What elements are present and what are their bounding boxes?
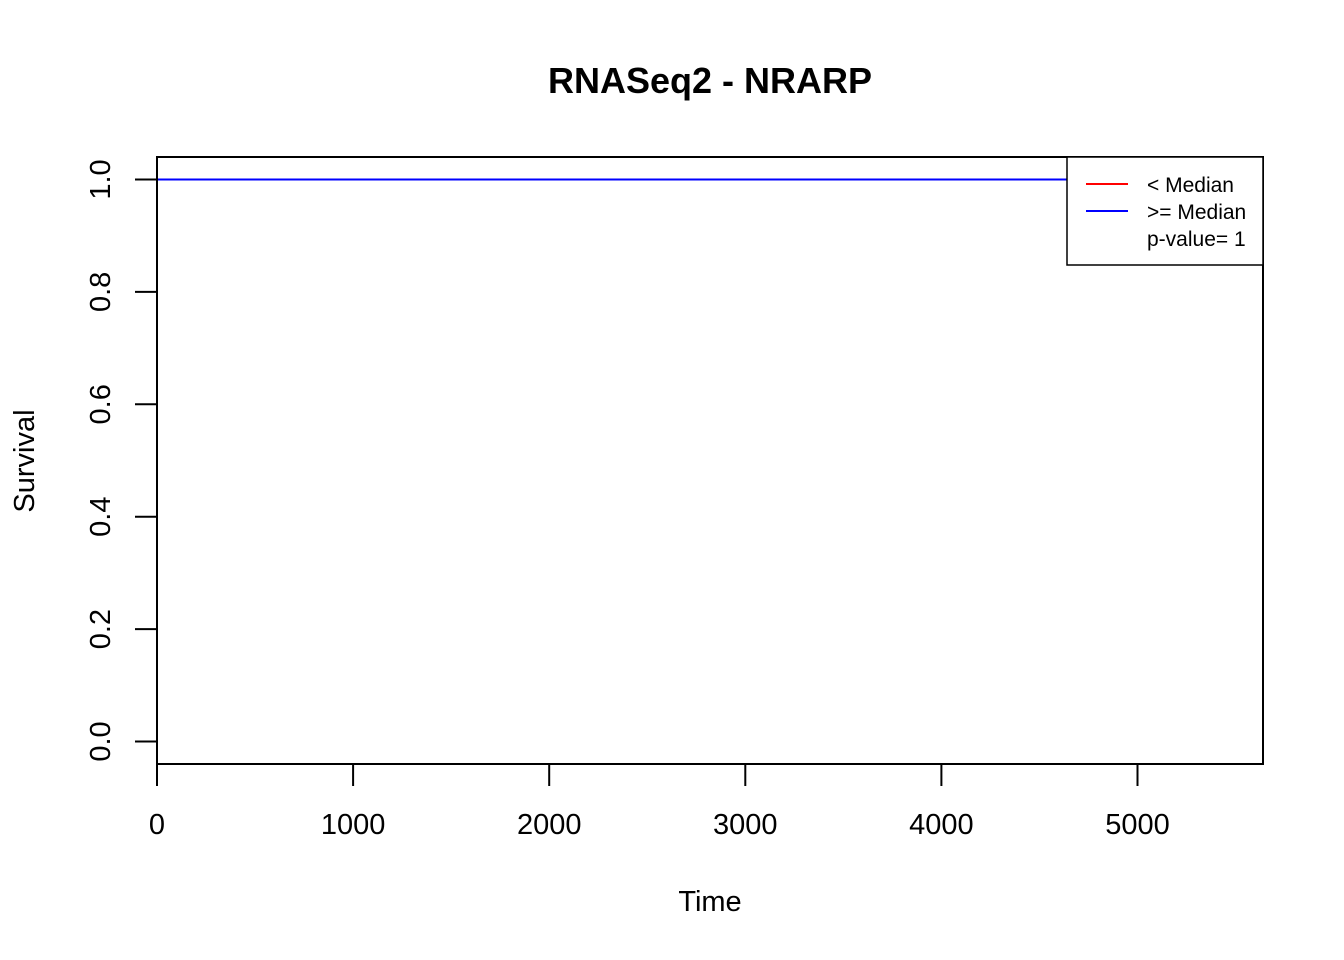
legend-label-below-median: < Median — [1147, 174, 1234, 197]
x-axis: 0 1000 2000 3000 4000 5000 — [149, 763, 1170, 841]
y-tick-label: 0.0 — [85, 721, 117, 761]
y-tick-label: 1.0 — [85, 159, 117, 199]
legend-label-above-median: >= Median — [1147, 201, 1246, 224]
y-axis-label: Survival — [9, 409, 41, 512]
y-tick-label: 0.2 — [85, 609, 117, 649]
x-tick-label: 1000 — [321, 809, 386, 841]
y-tick-label: 0.6 — [85, 384, 117, 424]
legend: < Median >= Median p-value= 1 — [1066, 156, 1264, 266]
y-tick-label: 0.4 — [85, 497, 117, 537]
x-tick-label: 5000 — [1105, 809, 1170, 841]
x-tick-label: 0 — [149, 809, 165, 841]
x-tick-label: 2000 — [517, 809, 582, 841]
legend-p-value: p-value= 1 — [1147, 228, 1246, 251]
x-tick-label: 4000 — [909, 809, 974, 841]
x-tick-label: 3000 — [713, 809, 778, 841]
y-tick-label: 0.8 — [85, 272, 117, 312]
y-axis: 0.0 0.2 0.4 0.6 0.8 1.0 — [85, 159, 158, 762]
chart-title: RNASeq2 - NRARP — [548, 60, 872, 101]
x-axis-label: Time — [678, 886, 741, 918]
